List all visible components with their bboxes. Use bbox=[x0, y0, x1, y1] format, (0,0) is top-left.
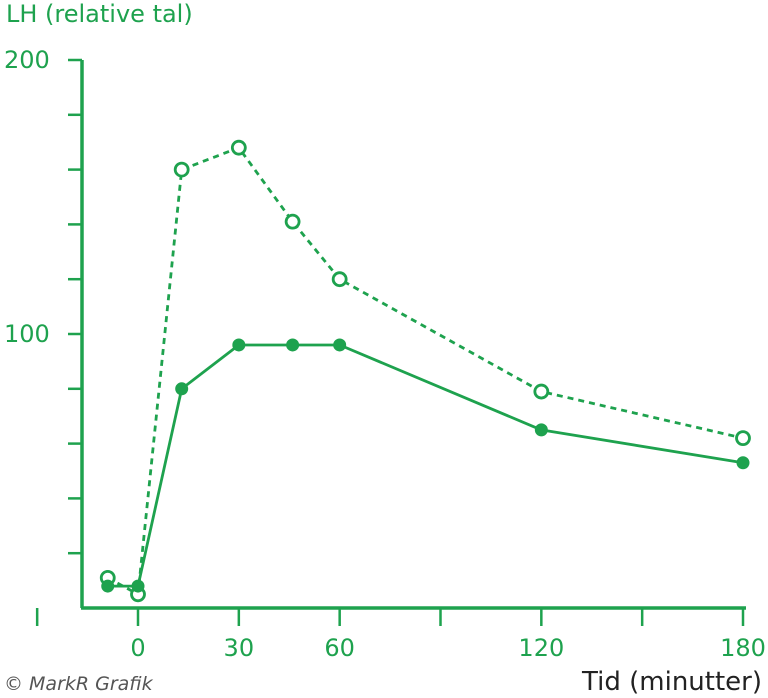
x-tick-label: 180 bbox=[720, 634, 766, 662]
open-point bbox=[735, 430, 751, 447]
y-axis-label: LH (relative tal) bbox=[6, 0, 193, 28]
filled-point bbox=[232, 338, 246, 352]
filled-point bbox=[101, 579, 115, 593]
filled-point bbox=[534, 423, 548, 437]
x-tick-label: 60 bbox=[324, 634, 355, 662]
open-point bbox=[230, 139, 247, 156]
filled-point bbox=[736, 456, 750, 470]
x-tick-label: 30 bbox=[224, 634, 255, 662]
filled-point bbox=[286, 338, 300, 352]
open-point bbox=[284, 213, 301, 230]
y-tick-label: 100 bbox=[4, 320, 50, 348]
solid-series-line bbox=[107, 343, 744, 588]
axes: 100 200 0 30 60 120 180 bbox=[4, 46, 766, 662]
filled-point bbox=[333, 338, 347, 352]
filled-point bbox=[175, 382, 189, 396]
y-tick-label: 200 bbox=[4, 46, 50, 74]
filled-point bbox=[131, 579, 145, 593]
x-axis-label: Tid (minutter) bbox=[581, 667, 762, 697]
x-tick-label: 0 bbox=[130, 634, 145, 662]
credit-text: © MarkR Grafik bbox=[4, 673, 154, 695]
open-point bbox=[533, 383, 550, 400]
x-tick-label: 120 bbox=[518, 634, 564, 662]
dashed-series-line bbox=[107, 146, 744, 596]
series-layer bbox=[99, 139, 751, 603]
open-point bbox=[331, 271, 348, 288]
open-point bbox=[173, 161, 190, 178]
